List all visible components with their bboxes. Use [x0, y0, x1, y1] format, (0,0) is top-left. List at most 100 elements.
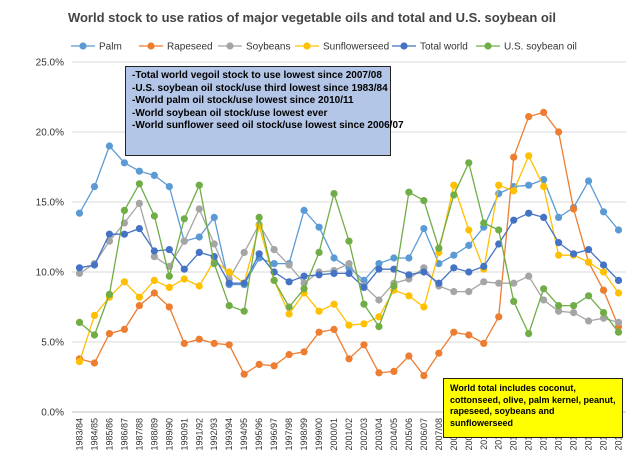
data-point	[330, 190, 338, 198]
data-point	[465, 331, 473, 339]
legend-label: Soybeans	[246, 42, 290, 53]
legend-label: Sunflowerseed	[323, 42, 389, 53]
data-point	[195, 335, 203, 343]
data-point	[135, 293, 143, 301]
data-point	[420, 303, 428, 311]
data-point	[360, 283, 368, 291]
data-point	[225, 268, 233, 276]
highlights-box: -Total world vegoil stock to use lowest …	[125, 66, 404, 156]
data-point	[480, 262, 488, 270]
data-point	[540, 183, 548, 191]
legend-label: Total world	[420, 42, 468, 53]
series-line	[79, 160, 620, 337]
data-point	[150, 253, 158, 261]
data-point	[405, 352, 413, 360]
data-point	[450, 328, 458, 336]
data-point	[345, 237, 353, 245]
y-tick-label: 20.0%	[36, 128, 64, 139]
data-point	[330, 269, 338, 277]
data-point	[525, 272, 533, 280]
data-point	[210, 240, 218, 248]
data-point	[345, 260, 353, 268]
data-point	[584, 317, 593, 325]
data-point	[555, 239, 563, 247]
data-point	[510, 297, 518, 305]
data-point	[255, 360, 263, 368]
data-point	[450, 288, 458, 296]
data-point	[105, 230, 114, 238]
data-point	[540, 296, 548, 304]
x-tick-label: 1998/99	[299, 418, 309, 451]
data-point	[150, 289, 158, 297]
x-tick-label: 1985/86	[104, 418, 114, 451]
data-point	[435, 279, 443, 287]
data-point	[569, 309, 578, 317]
data-point	[270, 276, 278, 284]
data-point	[584, 258, 593, 266]
legend-marker	[226, 42, 234, 50]
x-tick-label: 2000/01	[329, 418, 339, 451]
data-point	[360, 320, 368, 328]
data-point	[345, 269, 353, 277]
data-point	[135, 225, 143, 233]
data-point	[599, 309, 608, 317]
data-point	[315, 248, 323, 256]
chart-title: World stock to use ratios of major veget…	[68, 10, 556, 25]
data-point	[450, 181, 458, 189]
data-point	[300, 272, 308, 280]
data-point	[90, 311, 99, 319]
data-point	[285, 261, 293, 269]
data-point	[90, 331, 99, 339]
highlight-line: -World palm oil stock/use lowest since 2…	[132, 95, 354, 107]
data-point	[270, 260, 278, 268]
data-point	[105, 330, 114, 338]
data-point	[480, 219, 488, 227]
data-point	[495, 240, 503, 248]
data-point	[180, 339, 188, 347]
data-point	[405, 271, 413, 279]
data-point	[75, 269, 84, 277]
data-point	[525, 209, 533, 217]
data-point	[225, 279, 233, 287]
data-point	[315, 223, 323, 231]
data-point	[285, 303, 293, 311]
data-point	[195, 181, 203, 189]
highlight-line: -Total world vegoil stock to use lowest …	[132, 70, 382, 81]
data-point	[569, 250, 578, 258]
data-point	[90, 359, 99, 367]
data-point	[300, 206, 308, 214]
series-group	[75, 108, 623, 380]
data-point	[584, 177, 593, 185]
legend: Palm Rapeseed Soybeans Sunflowerseed Total w…	[71, 42, 577, 53]
data-point	[525, 181, 533, 189]
data-point	[150, 212, 158, 220]
data-point	[75, 264, 84, 272]
x-tick-label: 1994/95	[239, 418, 249, 451]
data-point	[465, 241, 473, 249]
data-point	[405, 188, 413, 196]
data-point	[180, 265, 188, 273]
data-point	[270, 246, 278, 254]
data-point	[120, 325, 129, 333]
x-tick-label: 1988/89	[149, 418, 159, 451]
y-tick-label: 0.0%	[41, 408, 64, 419]
data-point	[375, 369, 383, 377]
data-point	[255, 213, 263, 221]
data-point	[435, 244, 443, 252]
data-point	[165, 303, 173, 311]
data-point	[165, 272, 173, 280]
highlight-line: -U.S. soybean oil stock/use third lowest…	[132, 82, 388, 94]
data-point	[420, 197, 428, 205]
data-point	[390, 282, 398, 290]
x-tick-label: 1996/97	[269, 418, 279, 451]
data-point	[495, 181, 503, 189]
legend-marker	[79, 42, 87, 50]
y-tick-label: 25.0%	[36, 58, 64, 69]
data-point	[285, 351, 293, 359]
x-tick-label: 2004/05	[389, 418, 399, 451]
data-point	[495, 313, 503, 321]
data-point	[375, 323, 383, 331]
y-tick-label: 10.0%	[36, 268, 64, 279]
y-axis: 0.0% 5.0% 10.0% 15.0% 20.0% 25.0%	[36, 58, 64, 419]
